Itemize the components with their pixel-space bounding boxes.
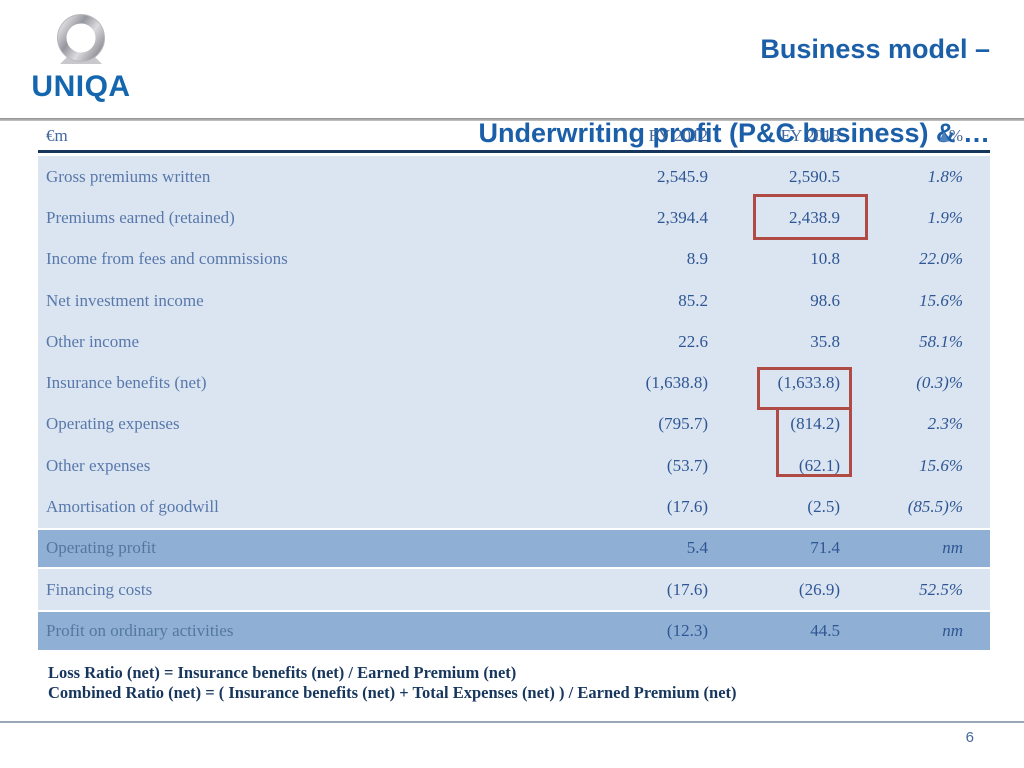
fy2012-value: (17.6) <box>666 497 708 517</box>
fy2012-value: 2,394.4 <box>657 207 708 227</box>
table-row: Gross premiums written 2,545.9 2,590.5 1… <box>38 156 990 198</box>
change-value: 52.5% <box>919 579 963 599</box>
row-label: Profit on ordinary activities <box>46 620 234 640</box>
change-value: 58.1% <box>919 331 963 351</box>
fy2012-value: 2,545.9 <box>657 166 708 186</box>
footer-divider-line <box>0 721 1024 723</box>
change-value: 22.0% <box>919 249 963 269</box>
table-row: Income from fees and commissions 8.9 10.… <box>38 238 990 280</box>
unit-header: €m <box>46 126 68 145</box>
row-label: Operating expenses <box>46 414 180 434</box>
column-header-fy2012: FY 2012 <box>648 126 708 145</box>
fy2013-value: 98.6 <box>810 290 840 310</box>
brand-wordmark: UNIQA <box>31 70 131 103</box>
silver-ring-icon <box>57 14 105 64</box>
fy2012-value: 5.4 <box>686 538 708 558</box>
row-label: Income from fees and commissions <box>46 249 288 269</box>
change-value: 1.8% <box>927 166 963 186</box>
footnotes: Loss Ratio (net) = Insurance benefits (n… <box>48 663 737 703</box>
change-value: (0.3)% <box>916 373 963 393</box>
page-number: 6 <box>965 729 974 746</box>
percent-sign: % <box>948 126 963 145</box>
change-value: 15.6% <box>919 455 963 475</box>
footnote-combined-ratio: Combined Ratio (net) = ( Insurance benef… <box>48 683 737 702</box>
highlight-box-insurance-benefits-fy2013 <box>757 367 852 410</box>
table-row: Net investment income 85.2 98.6 15.6% <box>38 279 990 322</box>
triangle-up-icon: ▲ <box>938 129 949 144</box>
change-value: nm <box>942 538 963 558</box>
column-header-change: ▲% <box>840 126 963 146</box>
fy2013-value: (62.1) <box>798 455 840 475</box>
row-label: Net investment income <box>46 290 204 310</box>
fy2012-value: (17.6) <box>666 579 708 599</box>
change-value: 2.3% <box>927 414 963 434</box>
column-header-fy2013: FY 2013 <box>780 126 840 145</box>
fy2013-value: (2.5) <box>807 497 840 517</box>
fy2013-value: 44.5 <box>810 620 840 640</box>
slide-title-line1: Business model – <box>760 34 990 64</box>
fy2013-value: 35.8 <box>810 331 840 351</box>
uniqa-logo: UNIQA <box>26 8 136 102</box>
fy2013-value: 10.8 <box>810 249 840 269</box>
row-label: Amortisation of goodwill <box>46 497 219 517</box>
row-label: Premiums earned (retained) <box>46 207 235 227</box>
change-value: nm <box>942 620 963 640</box>
footnote-loss-ratio: Loss Ratio (net) = Insurance benefits (n… <box>48 663 517 682</box>
fy2013-value: (26.9) <box>798 579 840 599</box>
change-value: (85.5)% <box>907 497 963 517</box>
table-row: Premiums earned (retained) 2,394.4 2,438… <box>38 197 990 239</box>
fy2012-value: 8.9 <box>686 249 708 269</box>
table-row-operating-profit: Operating profit 5.4 71.4 nm <box>38 527 990 569</box>
fy2013-value: (814.2) <box>790 414 840 434</box>
fy2012-value: (12.3) <box>666 620 708 640</box>
row-label: Other income <box>46 331 139 351</box>
row-label: Insurance benefits (net) <box>46 373 207 393</box>
header-divider-line <box>0 118 1024 121</box>
fy2013-value: (1,633.8) <box>777 373 840 393</box>
fy2012-value: (53.7) <box>666 455 708 475</box>
table-row: Other income 22.6 35.8 58.1% <box>38 321 990 363</box>
fy2013-value: 71.4 <box>810 538 840 558</box>
highlight-box-expenses-fy2013 <box>776 410 852 477</box>
fy2012-value: (795.7) <box>658 414 708 434</box>
table-row-profit-ordinary-activities: Profit on ordinary activities (12.3) 44.… <box>38 610 990 652</box>
row-label: Gross premiums written <box>46 166 211 186</box>
row-label: Other expenses <box>46 455 151 475</box>
fy2012-value: 85.2 <box>678 290 708 310</box>
row-label: Financing costs <box>46 579 153 599</box>
row-label: Operating profit <box>46 538 156 558</box>
fy2013-value: 2,590.5 <box>789 166 840 186</box>
change-value: 15.6% <box>919 290 963 310</box>
fy2012-value: 22.6 <box>678 331 708 351</box>
fy2013-value: 2,438.9 <box>789 207 840 227</box>
table-header-rule <box>38 150 990 153</box>
highlight-box-premiums-earned-fy2013 <box>753 194 868 240</box>
slide-title: Business model – Underwriting profit (P&… <box>478 28 990 154</box>
fy2012-value: (1,638.8) <box>645 373 708 393</box>
table-row: Operating expenses (795.7) (814.2) 2.3% <box>38 403 990 446</box>
table-row: Financing costs (17.6) (26.9) 52.5% <box>38 568 990 611</box>
table-row: Other expenses (53.7) (62.1) 15.6% <box>38 445 990 487</box>
table-header-row: €m FY 2012 FY 2013 ▲% <box>38 122 990 150</box>
table-row: Amortisation of goodwill (17.6) (2.5) (8… <box>38 486 990 528</box>
change-value: 1.9% <box>927 207 963 227</box>
slide-title-line2: Underwriting profit (P&C business) & … <box>478 118 990 148</box>
